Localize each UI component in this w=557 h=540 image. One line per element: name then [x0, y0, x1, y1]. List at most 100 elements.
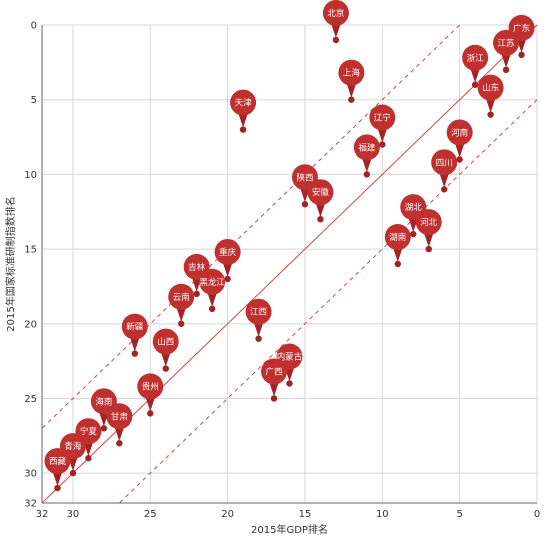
data-point-pin[interactable]: 浙江 — [462, 44, 489, 88]
point-label: 新疆 — [126, 322, 144, 333]
point-label: 河南 — [451, 127, 468, 138]
data-point-pin[interactable]: 贵州 — [137, 373, 164, 417]
point-label: 青海 — [64, 441, 82, 452]
pin-head — [152, 328, 179, 355]
x-tick-label: 15 — [299, 509, 312, 520]
pin-stem — [98, 411, 109, 427]
data-point-pin[interactable]: 甘肃 — [106, 403, 133, 447]
pin-stem — [83, 441, 94, 457]
point-label: 内蒙古 — [277, 352, 303, 363]
point-label: 天津 — [235, 98, 253, 109]
data-point-pin[interactable]: 北京 — [322, 0, 349, 44]
pin-point — [286, 380, 293, 387]
pin-stem — [176, 306, 187, 322]
data-point-pin[interactable]: 西藏 — [44, 448, 71, 492]
pin-stem — [253, 321, 264, 337]
pin-point — [208, 305, 216, 313]
x-tick-label: 10 — [376, 509, 389, 520]
x-tick-label: 32 — [36, 509, 49, 520]
data-point-pin[interactable]: 云南 — [168, 283, 195, 327]
y-tick-label: 30 — [24, 469, 37, 480]
data-point-pin[interactable]: 辽宁 — [369, 104, 396, 148]
pin-stem — [392, 247, 403, 262]
pin-head — [415, 209, 442, 236]
x-axis-title: 2015年GDP排名 — [251, 523, 328, 536]
data-point-pin[interactable]: 黑龙江 — [199, 268, 225, 313]
pin-point — [394, 260, 401, 268]
pin-stem — [439, 172, 450, 188]
data-point-pin[interactable]: 山西 — [152, 328, 179, 372]
point-label: 海南 — [95, 396, 112, 407]
pin-point — [487, 111, 494, 118]
point-label: 黑龙江 — [199, 277, 225, 288]
pin-stem — [67, 456, 78, 472]
data-point-pin[interactable]: 四川 — [431, 149, 458, 193]
point-label: 山东 — [482, 83, 499, 94]
pin-point — [131, 350, 139, 357]
point-label: 湖南 — [389, 232, 406, 243]
pin-stem — [454, 142, 465, 158]
pin-point — [193, 290, 200, 298]
point-label: 四川 — [436, 158, 453, 168]
pin-head — [477, 74, 504, 101]
data-point-pin[interactable]: 山东 — [477, 74, 504, 118]
y-tick-label: 20 — [24, 319, 37, 330]
pin-head — [106, 403, 133, 430]
pin-point — [239, 126, 247, 133]
dashed-reference-line — [118, 99, 538, 504]
pin-point — [100, 425, 108, 432]
data-point-pin[interactable]: 新疆 — [121, 313, 148, 357]
data-point-pin[interactable]: 天津 — [230, 89, 257, 133]
pin-head — [493, 29, 520, 56]
data-point-pin[interactable]: 重庆 — [214, 238, 241, 283]
y-tick-label: 5 — [31, 95, 37, 106]
pin-head — [214, 238, 241, 265]
data-point-pin[interactable]: 河北 — [415, 209, 442, 253]
pin-point — [162, 365, 169, 372]
pin-stem — [207, 291, 218, 307]
pin-point — [440, 186, 448, 193]
data-point-pin[interactable]: 湖南 — [384, 224, 411, 268]
pin-stem — [470, 67, 481, 83]
pin-head — [369, 104, 396, 131]
data-point-pin[interactable]: 安徽 — [307, 179, 334, 223]
x-tick-label: 30 — [67, 509, 80, 520]
data-points: 北京广东江苏浙江上海山东天津辽宁河南福建四川陕西安徽湖北河北湖南重庆吉林黑龙江云… — [44, 0, 535, 492]
pin-point — [425, 245, 432, 253]
x-tick-label: 25 — [144, 509, 157, 520]
point-label: 湖北 — [405, 203, 423, 213]
data-point-pin[interactable]: 上海 — [338, 59, 365, 103]
data-point-pin[interactable]: 福建 — [353, 134, 380, 178]
point-label: 广西 — [266, 366, 283, 377]
point-label: 辽宁 — [374, 113, 391, 124]
pin-head — [261, 358, 288, 385]
pin-point — [255, 335, 262, 342]
point-label: 浙江 — [467, 53, 485, 64]
x-tick-label: 20 — [221, 509, 234, 520]
pin-point — [224, 275, 231, 283]
pin-head — [307, 179, 334, 206]
pin-stem — [160, 351, 171, 367]
pin-stem — [423, 232, 434, 248]
data-point-pin[interactable]: 河南 — [446, 119, 473, 163]
pin-stem — [299, 187, 310, 203]
pin-point — [301, 201, 309, 208]
data-point-pin[interactable]: 广西 — [261, 358, 288, 402]
pin-point — [348, 96, 355, 103]
pin-point — [332, 36, 340, 44]
pin-stem — [52, 471, 63, 487]
data-point-pin[interactable]: 江西 — [245, 298, 272, 342]
y-tick-label: 32 — [24, 499, 37, 510]
pin-head — [431, 149, 458, 176]
pin-stem — [501, 52, 512, 68]
data-point-pin[interactable]: 江苏 — [493, 29, 520, 74]
point-label: 重庆 — [219, 247, 237, 258]
pin-head — [338, 59, 365, 86]
pin-point — [54, 484, 61, 492]
pin-stem — [346, 82, 357, 98]
pin-point — [518, 51, 525, 59]
dashed-reference-line — [41, 24, 461, 429]
pin-head — [384, 224, 411, 250]
pin-stem — [269, 381, 280, 397]
